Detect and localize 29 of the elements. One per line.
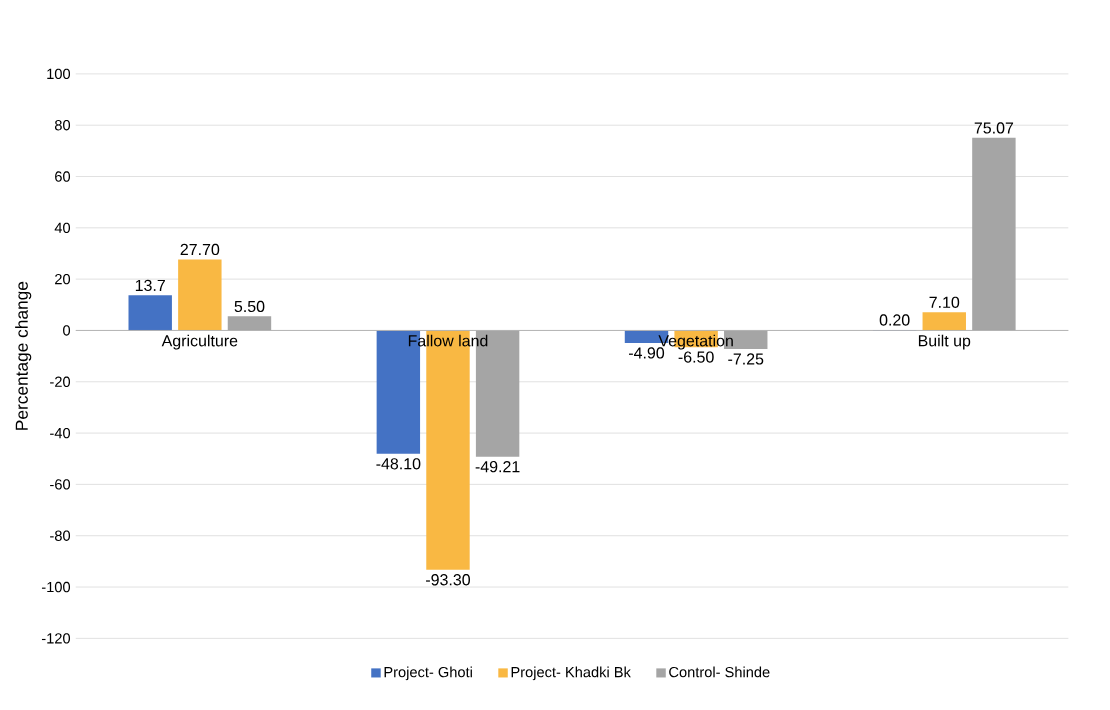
data-label: 13.7	[135, 279, 165, 291]
y-tick-label: -100	[41, 581, 71, 593]
data-label: -6.50	[678, 351, 714, 363]
y-tick-label: 40	[54, 222, 71, 233]
y-tick-label: 100	[47, 68, 71, 79]
legend-label: Project- Ghoti	[384, 666, 472, 680]
y-tick-label: -40	[50, 427, 71, 439]
y-tick-label: -20	[50, 376, 71, 387]
y-tick-label: -80	[50, 530, 71, 541]
y-tick-label: 20	[55, 273, 71, 285]
data-label: -49.21	[475, 460, 520, 473]
legend-label: Project- Khadki Bk	[511, 666, 631, 680]
data-label: 5.50	[234, 300, 265, 312]
data-label: 27.70	[180, 243, 220, 255]
y-axis-title: Percentage change	[15, 281, 32, 430]
data-label: 0.20	[879, 314, 910, 326]
x-tick-label: Built up	[918, 334, 971, 350]
y-tick-label: -60	[50, 479, 71, 490]
data-label: 7.10	[929, 296, 960, 308]
data-label: -93.30	[426, 573, 471, 586]
y-tick-label: 60	[55, 171, 71, 182]
y-tick-label: 80	[54, 119, 71, 131]
data-label: 75.07	[974, 122, 1014, 134]
data-label: -48.10	[376, 457, 421, 470]
y-tick-label: -120	[41, 633, 71, 644]
y-tick-label: 0	[63, 325, 71, 336]
legend-label: Control- Shinde	[669, 666, 770, 678]
x-tick-label: Agriculture	[161, 334, 238, 350]
data-label: -7.25	[728, 353, 764, 365]
